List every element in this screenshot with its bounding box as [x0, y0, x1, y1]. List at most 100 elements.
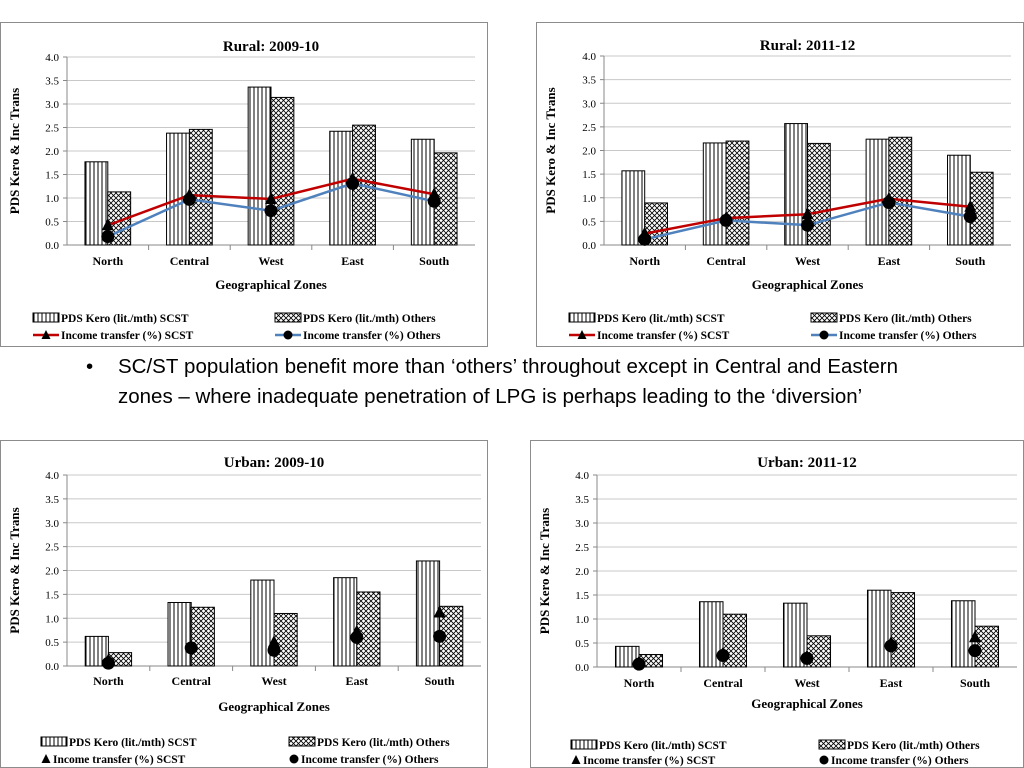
y-tick-label: 0.0 — [582, 240, 596, 252]
bar-scst — [84, 635, 109, 667]
point-income-others — [963, 210, 977, 224]
x-category-label: East — [345, 674, 368, 688]
y-tick-label: 3.0 — [582, 98, 596, 110]
y-tick-label: 1.0 — [45, 613, 59, 625]
y-tick-label: 0.0 — [45, 661, 59, 673]
chart-urban-2009-10: Urban: 2009-10 0.0 0.5 1.0 1.5 2.0 2.5 3.0 3.5 4.… — [7, 455, 481, 766]
x-category-label: West — [258, 254, 283, 268]
x-category-label: East — [341, 254, 364, 268]
y-tick-label: 0.5 — [575, 638, 589, 650]
y-tick-label: 1.0 — [582, 193, 596, 205]
y-tick-label: 4.0 — [45, 52, 59, 64]
point-income-scst — [801, 207, 814, 220]
legend-marker — [571, 755, 581, 764]
y-tick-label: 2.0 — [45, 146, 59, 158]
y-tick-label: 2.5 — [45, 542, 59, 554]
point-income-others — [101, 656, 115, 670]
bar-others — [190, 606, 215, 667]
point-income-others — [882, 195, 896, 209]
legend-swatch — [810, 312, 838, 323]
chart-panel-urban-2011-12: Urban: 2011-12 0.0 0.5 1.0 1.5 2.0 2.5 3.0 3.5 4.… — [530, 440, 1024, 768]
y-tick-label: 2.5 — [582, 122, 596, 134]
x-category-label: Central — [703, 676, 743, 690]
point-income-others — [716, 648, 730, 662]
legend-label: Income transfer (%) SCST — [583, 755, 716, 767]
point-income-others — [719, 213, 733, 227]
legend-marker — [41, 330, 51, 339]
y-tick-label: 3.5 — [45, 494, 59, 506]
chart-panel-rural-2011-12: Rural: 2011-12 0.0 0.5 1.0 1.5 2.0 2.5 3.0 3.5 4.… — [536, 22, 1024, 347]
y-tick-label: 3.0 — [575, 518, 589, 530]
bar-scst — [950, 600, 976, 668]
legend-marker — [283, 330, 293, 340]
y-tick-label: 3.0 — [45, 99, 59, 111]
x-category-label: Central — [706, 254, 746, 268]
legend-label: Income transfer (%) Others — [839, 330, 977, 342]
legend-label: PDS Kero (lit./mth) SCST — [69, 737, 197, 749]
legend-swatch — [274, 312, 302, 323]
point-income-others — [264, 204, 278, 218]
x-category-label: West — [261, 674, 286, 688]
legend-swatch — [32, 312, 60, 323]
chart-rural-2009-10: Rural: 2009-10 0.0 0.5 1.0 1.5 2.0 2.5 3.0 3.5 4.… — [7, 39, 475, 342]
legend-marker — [41, 754, 51, 763]
x-axis-label: Geographical Zones — [752, 277, 864, 292]
chart-rural-2011-12: Rural: 2011-12 0.0 0.5 1.0 1.5 2.0 2.5 3.0 3.5 4.… — [543, 38, 1011, 342]
bar-scst — [166, 132, 190, 246]
x-category-label: West — [795, 254, 820, 268]
y-tick-label: 2.5 — [45, 123, 59, 135]
y-axis-label: PDS Kero & Inc Trans — [543, 87, 558, 213]
y-tick-label: 3.5 — [582, 75, 596, 87]
legend-label: PDS Kero (lit./mth) SCST — [597, 313, 725, 325]
x-category-label: Central — [170, 254, 210, 268]
legend-label: Income transfer (%) Others — [301, 754, 439, 766]
x-category-label: South — [960, 676, 990, 690]
y-tick-label: 0.5 — [45, 217, 59, 229]
y-tick-label: 0.0 — [575, 662, 589, 674]
bullet-point: • SC/ST population benefit more than ‘ot… — [86, 352, 898, 412]
chart-title: Rural: 2009-10 — [223, 39, 319, 55]
point-income-scst — [964, 199, 977, 212]
point-income-scst — [101, 218, 114, 231]
y-tick-label: 2.0 — [582, 146, 596, 158]
bar-others — [273, 612, 298, 667]
point-income-others — [350, 630, 364, 644]
y-tick-label: 4.0 — [582, 51, 596, 63]
chart-panel-rural-2009-10: Rural: 2009-10 0.0 0.5 1.0 1.5 2.0 2.5 3.0 3.5 4.… — [0, 22, 488, 347]
legend-label: PDS Kero (lit./mth) Others — [839, 313, 972, 325]
legend-swatch — [818, 739, 846, 750]
x-category-label: North — [92, 254, 123, 268]
y-tick-label: 3.0 — [45, 518, 59, 530]
y-axis-label: PDS Kero & Inc Trans — [537, 508, 552, 634]
x-category-label: West — [794, 676, 819, 690]
point-income-others — [884, 639, 898, 653]
y-tick-label: 1.0 — [45, 193, 59, 205]
legend-swatch — [570, 739, 598, 750]
bar-scst — [782, 602, 808, 668]
bullet-symbol: • — [86, 355, 94, 378]
x-axis-label: Geographical Zones — [751, 696, 863, 711]
y-tick-label: 0.0 — [45, 240, 59, 252]
y-tick-label: 1.5 — [575, 590, 589, 602]
point-income-others — [433, 629, 447, 643]
y-tick-label: 1.5 — [45, 170, 59, 182]
x-category-label: Central — [172, 674, 212, 688]
bar-scst — [167, 601, 192, 667]
x-axis-label: Geographical Zones — [218, 699, 330, 714]
legend-marker — [577, 330, 587, 339]
chart-urban-2011-12: Urban: 2011-12 0.0 0.5 1.0 1.5 2.0 2.5 3.0 3.5 4.… — [537, 455, 1017, 767]
bar-others — [356, 591, 381, 667]
bar-others — [888, 136, 913, 246]
point-income-others — [182, 192, 196, 206]
legend-label: PDS Kero (lit./mth) SCST — [61, 313, 189, 325]
legend-label: PDS Kero (lit./mth) Others — [317, 737, 450, 749]
x-category-label: North — [93, 674, 124, 688]
chart-title: Urban: 2009-10 — [224, 455, 324, 471]
point-income-others — [800, 651, 814, 665]
point-income-scst — [265, 191, 277, 204]
y-tick-label: 2.5 — [575, 542, 589, 554]
y-axis-label: PDS Kero & Inc Trans — [7, 507, 22, 633]
bar-others — [188, 128, 213, 246]
x-axis-label: Geographical Zones — [215, 277, 327, 292]
bar-scst — [247, 86, 272, 246]
